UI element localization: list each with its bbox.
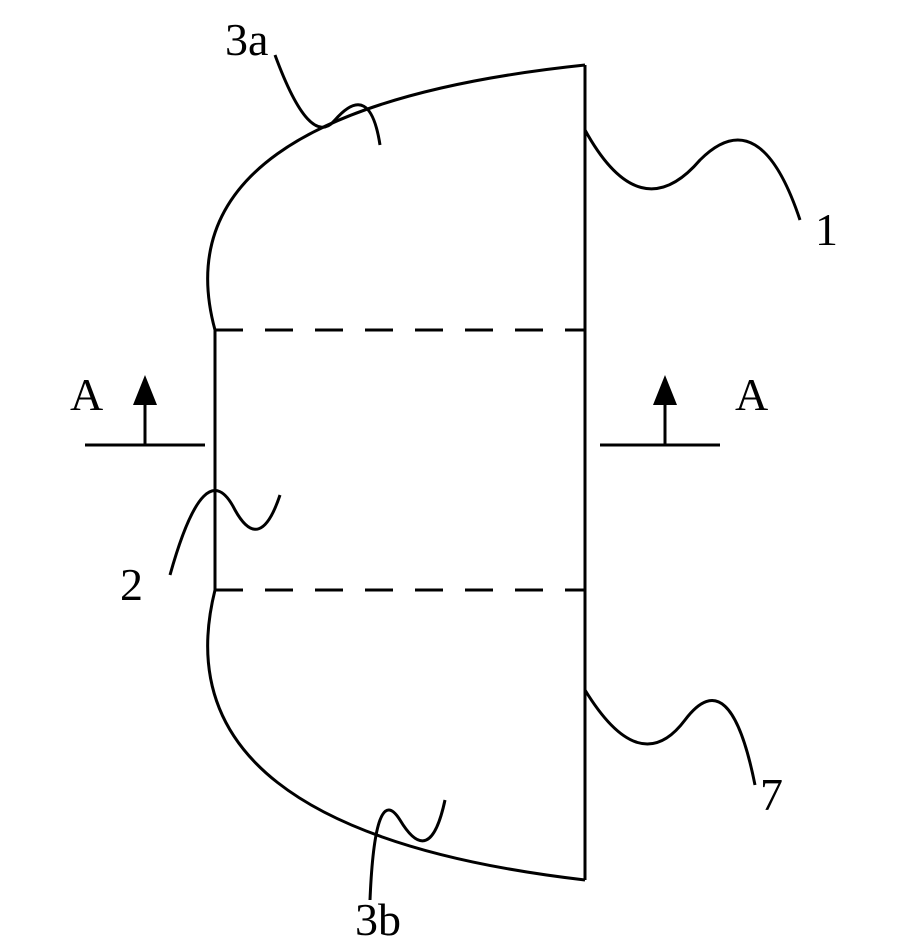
leader-curve	[275, 55, 380, 145]
callout-7-text: 7	[760, 769, 783, 820]
callout-7	[585, 690, 755, 785]
callout-2	[170, 491, 280, 575]
section-label-A-right: A	[735, 369, 768, 420]
leader-curve	[585, 130, 800, 220]
leader-curve	[585, 690, 755, 785]
arrow-up-icon	[133, 375, 157, 405]
callout-1	[585, 130, 800, 220]
arc-bottom-3b	[208, 590, 585, 880]
callout-3b-text: 3b	[355, 894, 401, 945]
leader-curve	[170, 491, 280, 575]
lens-outline	[208, 65, 585, 880]
callout-1-text: 1	[815, 204, 838, 255]
section-label-A-left: A	[70, 369, 103, 420]
callout-3a	[275, 55, 380, 145]
callout-3a-text: 3a	[225, 14, 268, 65]
callout-2-text: 2	[120, 559, 143, 610]
arc-top-3a	[208, 65, 585, 330]
arrow-up-icon	[653, 375, 677, 405]
leader-curve	[370, 800, 445, 900]
section-mark-right	[600, 375, 720, 445]
callout-3b	[370, 800, 445, 900]
